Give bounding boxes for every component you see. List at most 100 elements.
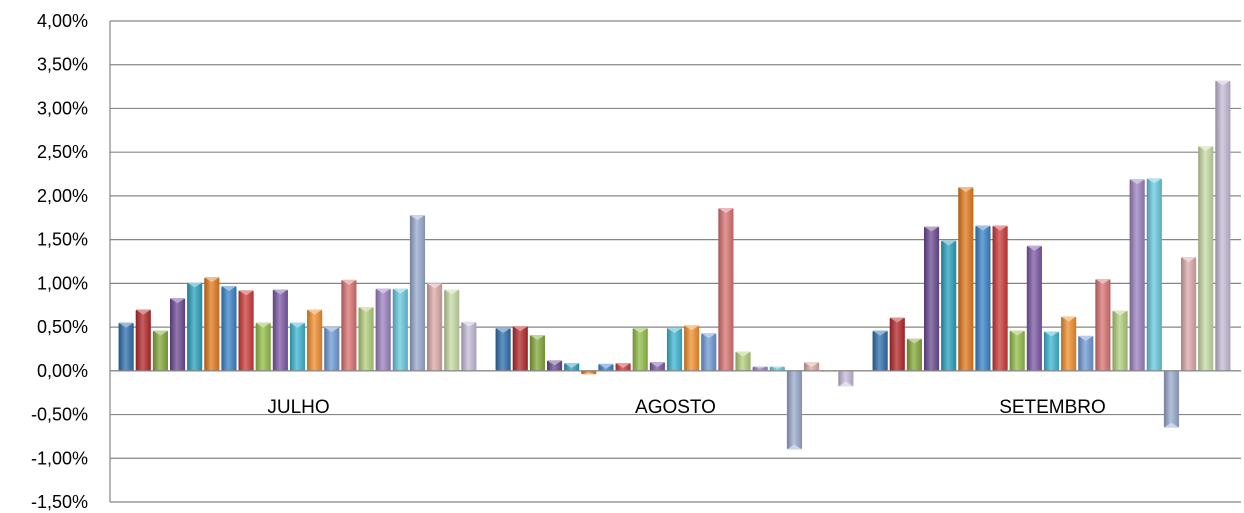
- bar: [289, 322, 306, 371]
- bar-bevel: [427, 283, 443, 289]
- bar-bevel: [1043, 331, 1060, 337]
- bar-bevel: [1215, 80, 1231, 86]
- bar-bevel: [958, 187, 974, 193]
- bar-bevel: [735, 351, 751, 357]
- bar-bevel: [1163, 422, 1180, 428]
- bar-bevel: [649, 362, 665, 368]
- bar-bevel: [169, 298, 186, 304]
- bar: [495, 327, 511, 371]
- bar: [941, 240, 957, 371]
- bar: [204, 277, 220, 371]
- bar: [1198, 146, 1214, 371]
- y-tick-label: 3,00%: [37, 98, 88, 118]
- bar-bevel: [1198, 146, 1214, 152]
- bar-bevel: [752, 366, 768, 369]
- bar-bevel: [632, 327, 648, 333]
- bar-bevel: [701, 333, 717, 339]
- y-axis-tick-labels: -1,50% -1,00% -0,50% 0,00% 0,50% 1,00% 1,50% 2,…: [31, 11, 88, 512]
- y-tick-label: -1,50%: [31, 492, 88, 512]
- bar: [923, 226, 940, 371]
- y-tick-label: -1,00%: [31, 448, 88, 468]
- y-tick-label: 2,00%: [37, 186, 88, 206]
- bar-bevel: [1009, 330, 1025, 336]
- bar: [1026, 245, 1042, 371]
- bar: [1009, 330, 1025, 371]
- bar-bevel: [769, 366, 785, 369]
- bar: [1181, 257, 1197, 371]
- gridlines: [110, 20, 1241, 503]
- bar: [546, 360, 563, 371]
- bar: [684, 325, 700, 371]
- bar-bevel: [409, 215, 426, 221]
- bar-bevel: [187, 282, 203, 288]
- bar: [427, 283, 443, 371]
- y-tick-label: 1,00%: [37, 273, 88, 293]
- x-axis-category-labels: JULHO AGOSTO SETEMBRO: [267, 397, 1105, 418]
- bar-bevel: [906, 338, 922, 344]
- bar-bevel: [992, 225, 1008, 231]
- bar: [632, 327, 648, 371]
- y-tick-label: 0,50%: [37, 317, 88, 337]
- bar: [701, 333, 717, 371]
- bar-bevel: [598, 363, 614, 369]
- bar-bevel: [684, 325, 700, 331]
- bar-bevel: [1112, 310, 1128, 316]
- bar-bevel: [204, 277, 220, 283]
- bar: [512, 326, 528, 371]
- bar-bevel: [444, 289, 460, 295]
- bar: [238, 290, 254, 371]
- bar-bevel: [512, 326, 528, 332]
- bar: [1146, 178, 1162, 371]
- y-tick-label: 0,00%: [37, 361, 88, 381]
- bar-bevel: [341, 279, 357, 285]
- bar-bevel: [975, 225, 991, 231]
- bar: [358, 306, 374, 371]
- bar-bevel: [1061, 316, 1077, 322]
- bar-bevel: [786, 444, 803, 450]
- bar: [444, 289, 460, 371]
- bar: [1078, 335, 1094, 371]
- bar: [221, 285, 237, 371]
- y-tick-label: 3,50%: [37, 55, 88, 75]
- y-tick-label: 1,50%: [37, 230, 88, 250]
- bar: [666, 327, 683, 371]
- bar-bevel: [375, 288, 391, 294]
- bar: [187, 282, 203, 371]
- bar-bevel: [289, 322, 306, 328]
- bar-bevel: [1146, 178, 1162, 184]
- bar-bevel: [889, 317, 905, 323]
- bar: [307, 309, 323, 371]
- bar: [889, 317, 905, 371]
- bar-bevel: [152, 330, 168, 336]
- bar: [872, 330, 888, 371]
- bar: [838, 370, 854, 387]
- bar: [392, 288, 408, 371]
- bar-bevel: [461, 321, 477, 327]
- category-label: SETEMBRO: [999, 397, 1106, 418]
- bar: [341, 279, 357, 371]
- bar: [375, 288, 391, 371]
- bar-bevel: [307, 309, 323, 315]
- bar-bevel: [666, 327, 683, 333]
- bar-bevel: [1129, 179, 1145, 185]
- bar: [752, 366, 768, 371]
- bar: [135, 309, 151, 371]
- bar-bevel: [718, 208, 734, 214]
- bar: [1095, 278, 1111, 371]
- bars: [118, 80, 1231, 450]
- bar-bevel: [1078, 335, 1094, 341]
- bar-bevel: [135, 309, 151, 315]
- bar: [906, 338, 922, 371]
- bar-bevel: [118, 322, 134, 328]
- bar-bevel: [1095, 278, 1111, 284]
- bar-bevel: [564, 362, 580, 368]
- bar-bevel: [581, 372, 597, 375]
- y-tick-label: -0,50%: [31, 405, 88, 425]
- bar-bevel: [1026, 245, 1042, 251]
- bar: [1061, 316, 1077, 371]
- bar: [1129, 179, 1145, 371]
- bar: [255, 322, 271, 371]
- bar-bevel: [272, 289, 288, 295]
- bar: [529, 334, 545, 371]
